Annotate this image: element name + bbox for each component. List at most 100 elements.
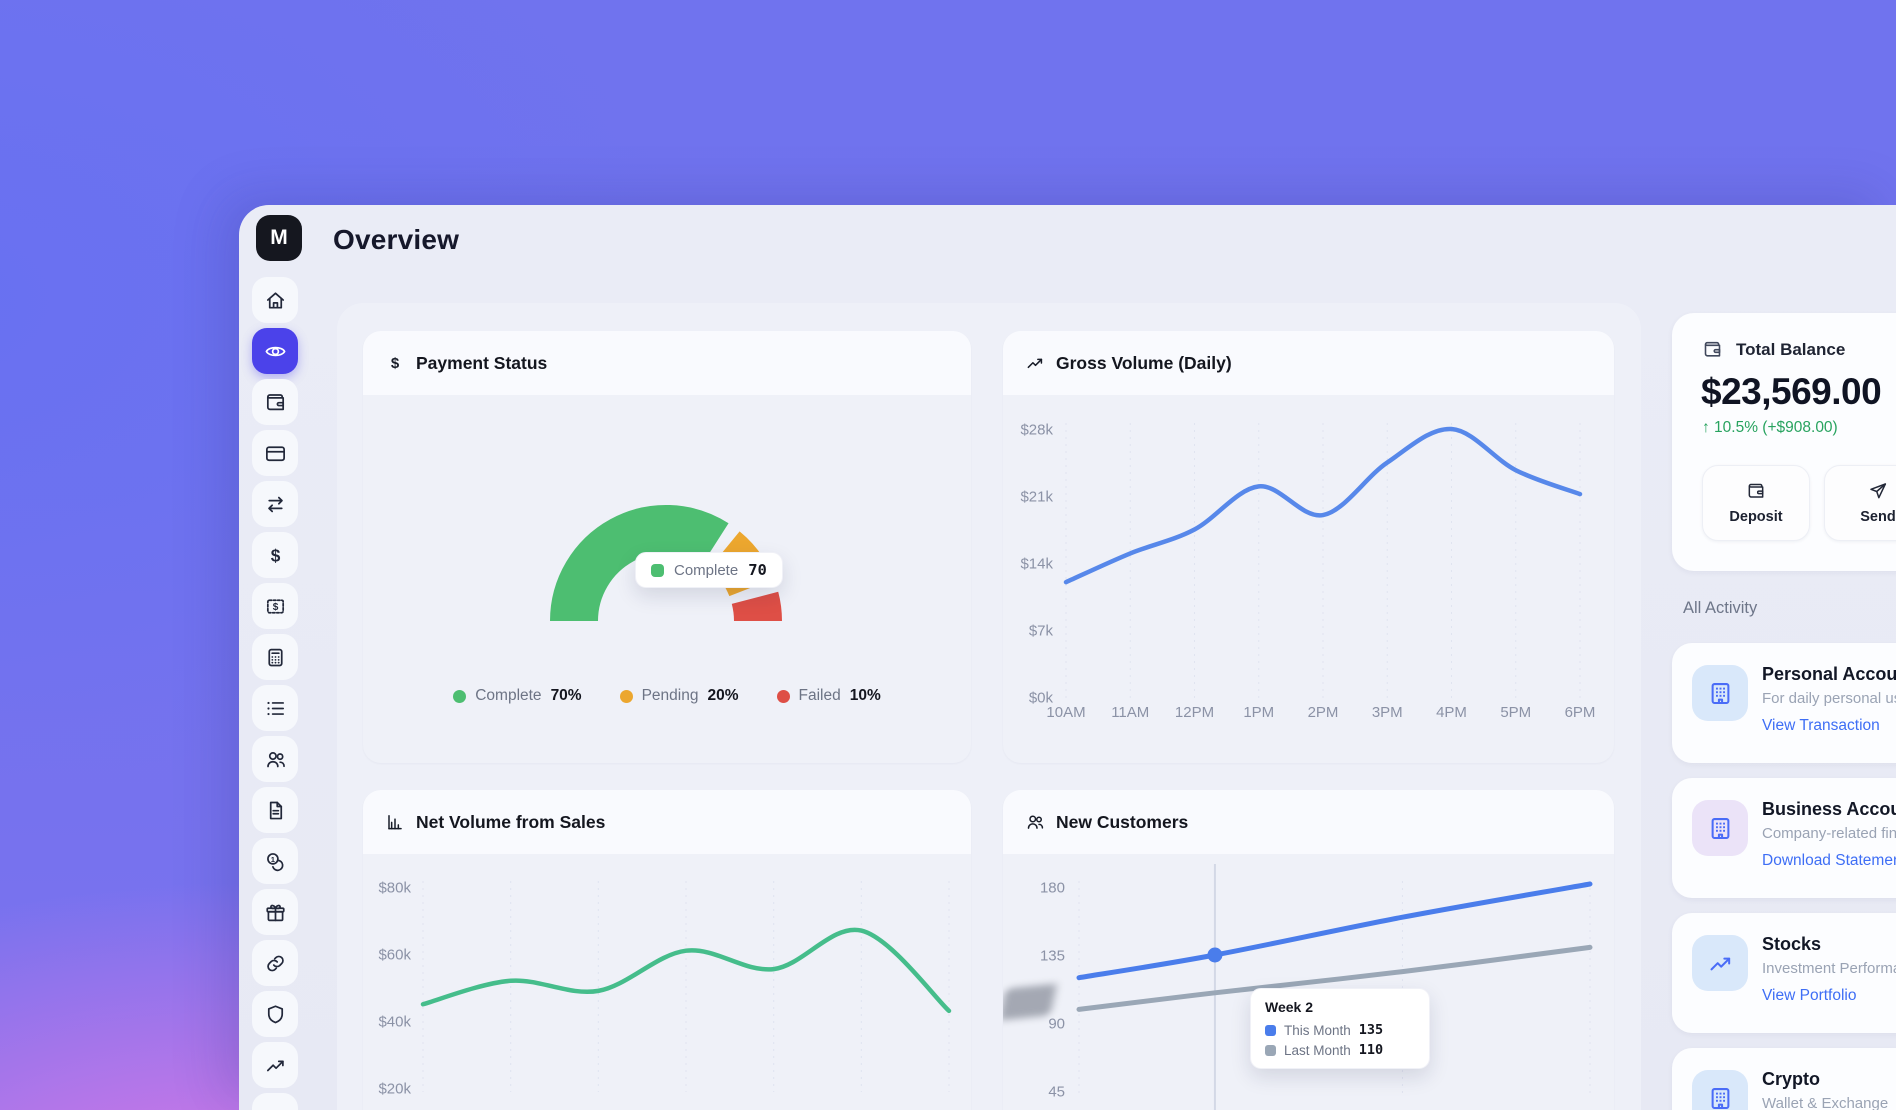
download-statement-link[interactable]: Download Statement (1762, 852, 1896, 869)
wallet-icon (1746, 481, 1766, 501)
legend-item-complete: Complete 70% (453, 687, 582, 705)
send-label: Send (1860, 509, 1896, 525)
sidebar-item-tax[interactable] (252, 634, 298, 680)
sidebar-item-invoices[interactable]: $ (252, 583, 298, 629)
view-transaction-link[interactable]: View Transaction (1762, 717, 1880, 734)
link-icon (264, 952, 287, 975)
sidebar-item-devices[interactable] (252, 1093, 298, 1110)
sidebar-item-customers[interactable] (252, 736, 298, 782)
sidebar-item-transactions[interactable] (252, 685, 298, 731)
users-icon (1025, 812, 1045, 832)
icon-tile (1692, 935, 1748, 991)
total-balance-card: Total Balance $23,569.00 ↑ 10.5% (+$908.… (1672, 313, 1896, 571)
svg-text:3PM: 3PM (1372, 704, 1403, 721)
svg-text:135: 135 (1040, 948, 1065, 965)
app-logo[interactable]: M (256, 215, 302, 261)
users-icon (264, 748, 287, 771)
send-icon (1868, 481, 1888, 501)
bar-chart-icon (385, 812, 405, 832)
payment-status-card: $ Payment Status Complete 70 Complete 70… (363, 331, 971, 763)
gauge-tooltip: Complete 70 (635, 552, 783, 588)
send-button[interactable]: Send (1824, 465, 1896, 541)
svg-text:45: 45 (1048, 1084, 1065, 1101)
svg-text:$: $ (270, 545, 280, 565)
legend-value: 10% (849, 687, 881, 704)
building-icon (1707, 680, 1734, 707)
dollar-icon: $ (264, 544, 287, 567)
activity-title: Stocks (1762, 934, 1822, 954)
sidebar-item-rewards[interactable] (252, 889, 298, 935)
icon-tile (1692, 1070, 1748, 1110)
svg-text:$14k: $14k (1020, 556, 1053, 573)
svg-text:11AM: 11AM (1111, 704, 1149, 721)
legend-item-failed: Failed 10% (776, 687, 881, 705)
week-tooltip: Week 2 This Month 135 Last Month 110 (1250, 988, 1430, 1069)
legend-dot (776, 689, 790, 703)
sidebar-item-overview[interactable] (252, 328, 298, 374)
balance-amount: $23,569.00 (1701, 371, 1882, 412)
card-title: Net Volume from Sales (416, 811, 606, 832)
sidebar-item-balances[interactable]: 1 (252, 838, 298, 884)
svg-text:2PM: 2PM (1308, 704, 1339, 721)
svg-text:90: 90 (1048, 1016, 1065, 1033)
activity-title: Business Account (1762, 799, 1896, 819)
sidebar-item-documents[interactable] (252, 787, 298, 833)
balance-title: Total Balance (1736, 339, 1846, 359)
deposit-button[interactable]: Deposit (1702, 465, 1810, 541)
card-header: $ Payment Status (363, 331, 971, 395)
wallet-icon (1702, 339, 1723, 360)
calculator-icon (264, 646, 287, 669)
card-header: Gross Volume (Daily) (1003, 331, 1614, 395)
svg-text:$: $ (272, 601, 278, 612)
all-activity-heading: All Activity (1683, 599, 1758, 617)
new-customers-chart[interactable]: 180 135 90 45 (1003, 854, 1614, 1110)
legend-label: Failed (798, 687, 841, 704)
content-area: $ Payment Status Complete 70 Complete 70… (337, 303, 1641, 1110)
activity-subtitle: Company-related finances (1762, 825, 1896, 842)
icon-tile (1692, 800, 1748, 856)
svg-text:$80k: $80k (378, 880, 411, 897)
svg-text:180: 180 (1040, 880, 1065, 897)
svg-text:6PM: 6PM (1565, 704, 1596, 721)
tooltip-swatch (1265, 1044, 1276, 1056)
sidebar-item-transfers[interactable] (252, 481, 298, 527)
sidebar-item-cards[interactable] (252, 430, 298, 476)
page-title: Overview (333, 224, 460, 255)
sidebar-item-analytics[interactable] (252, 1042, 298, 1088)
legend-label: Pending (641, 687, 699, 704)
tooltip-value: 135 (1358, 1022, 1384, 1038)
balance-actions: Deposit Send (1702, 465, 1896, 541)
device-icon (264, 1105, 287, 1110)
eye-icon (264, 340, 287, 363)
svg-text:$: $ (391, 355, 400, 372)
svg-text:$60k: $60k (378, 947, 411, 964)
new-customers-card: New Customers 180 135 90 45 Week 2 This Mon… (1003, 790, 1614, 1110)
transfer-arrows-icon (264, 493, 287, 516)
svg-text:1: 1 (270, 854, 275, 863)
card-title: New Customers (1056, 811, 1189, 832)
home-icon (264, 289, 287, 312)
legend-label: Complete (475, 687, 542, 704)
building-icon (1707, 1085, 1734, 1110)
activity-item-stocks: Stocks Investment Performance View Portf… (1672, 913, 1896, 1033)
sidebar-item-security[interactable] (252, 991, 298, 1037)
card-title: Payment Status (416, 352, 548, 373)
gift-icon (264, 901, 287, 924)
activity-subtitle: Wallet & Exchange (1762, 1095, 1889, 1110)
sidebar-item-wallet[interactable] (252, 379, 298, 425)
deposit-label: Deposit (1729, 509, 1783, 525)
view-portfolio-link[interactable]: View Portfolio (1762, 987, 1857, 1004)
dashboard-panel: M Overview $ $1 $ Payment Status Complete… (239, 205, 1896, 1110)
sidebar-item-integrations[interactable] (252, 940, 298, 986)
building-icon (1707, 815, 1734, 842)
net-volume-chart[interactable]: $80k $60k $40k $20k (363, 854, 971, 1110)
tooltip-title: Week 2 (1265, 999, 1313, 1015)
balance-change: ↑ 10.5% (+$908.00) (1702, 419, 1838, 436)
balance-header: Total Balance (1702, 339, 1845, 360)
sidebar-item-payments[interactable]: $ (252, 532, 298, 578)
svg-text:10AM: 10AM (1046, 704, 1085, 721)
activity-title: Personal Account (1762, 664, 1896, 684)
sidebar-item-home[interactable] (252, 277, 298, 323)
